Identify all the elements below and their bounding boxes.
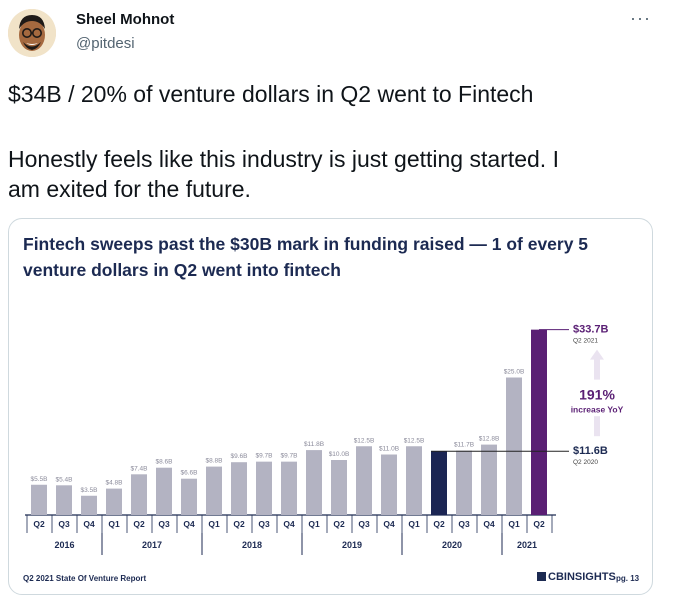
bar-value-label: $4.8B <box>106 480 123 487</box>
top-value-sublabel: Q2 2021 <box>573 338 598 345</box>
bar <box>131 474 147 515</box>
bar <box>506 377 522 515</box>
quarter-tick-label: Q4 <box>383 519 395 529</box>
bar <box>81 495 97 515</box>
attached-image-card[interactable]: Fintech sweeps past the $30B mark in fun… <box>8 218 653 595</box>
bar <box>481 444 497 515</box>
quarter-tick-label: Q4 <box>83 519 95 529</box>
bar <box>431 451 447 515</box>
base-value-label: $11.6B <box>573 445 608 457</box>
bar-value-label: $12.5B <box>354 437 375 444</box>
bar-value-label: $8.8B <box>206 458 223 465</box>
bar-value-label: $9.6B <box>231 453 248 460</box>
bar-value-label: $7.4B <box>131 465 148 472</box>
bar-value-label: $25.0B <box>504 369 525 376</box>
quarter-tick-label: Q1 <box>508 519 520 529</box>
bar <box>31 484 47 515</box>
year-label: 2018 <box>242 540 262 550</box>
bar <box>456 450 472 515</box>
year-label: 2020 <box>442 540 462 550</box>
avatar-illustration <box>8 9 56 57</box>
growth-sub-label: increase YoY <box>571 405 624 415</box>
page-number: pg. 13 <box>616 574 640 583</box>
quarter-tick-label: Q4 <box>283 519 295 529</box>
bar <box>156 467 172 515</box>
growth-arrow-up-icon <box>590 349 604 360</box>
author-handle[interactable]: @pitdesi <box>76 35 135 52</box>
year-label: 2016 <box>54 540 74 550</box>
bar-value-label: $3.5B <box>81 487 98 494</box>
quarter-tick-label: Q4 <box>183 519 195 529</box>
bar-value-label: $5.4B <box>56 476 73 483</box>
tweet-text-line-1: $34B / 20% of venture dollars in Q2 went… <box>8 81 534 107</box>
growth-percent-label: 191% <box>579 387 615 403</box>
quarter-tick-label: Q1 <box>108 519 120 529</box>
bar-value-label: $11.8B <box>304 441 324 448</box>
year-label: 2017 <box>142 540 162 550</box>
year-label: 2019 <box>342 540 362 550</box>
bar <box>381 454 397 515</box>
bar <box>106 488 122 515</box>
chart-title: Fintech sweeps past the $30B mark in fun… <box>23 234 589 280</box>
bar-value-label: $11.7B <box>454 442 474 449</box>
quarter-tick-label: Q3 <box>458 519 470 529</box>
bar <box>356 446 372 515</box>
bar <box>181 478 197 515</box>
bar-value-label: $12.5B <box>404 437 425 444</box>
bar-value-label: $6.6B <box>181 470 198 477</box>
quarter-tick-label: Q3 <box>358 519 370 529</box>
bar-value-label: $11.0B <box>379 446 399 453</box>
fintech-funding-chart: 2016 2017 2018 2019 2020 2021 $5.5B Q2 $5.4B Q3 $3… <box>25 324 624 555</box>
bar-value-label: $9.7B <box>256 453 273 460</box>
bar-value-label: $9.7B <box>281 453 298 460</box>
bar-value-label: $8.6B <box>156 459 173 466</box>
quarter-tick-label: Q2 <box>533 519 545 529</box>
quarter-tick-label: Q2 <box>33 519 45 529</box>
quarter-tick-label: Q2 <box>433 519 445 529</box>
more-horizontal-icon[interactable]: ··· <box>630 8 651 28</box>
cbinsights-logo: CBINSIGHTS <box>537 571 616 583</box>
avatar[interactable] <box>8 9 56 57</box>
bar <box>531 329 547 515</box>
base-value-sublabel: Q2 2020 <box>573 459 598 466</box>
tweet-text-line-3: am exited for the future. <box>8 176 251 202</box>
quarter-tick-label: Q1 <box>408 519 420 529</box>
author-name[interactable]: Sheel Mohnot <box>76 11 175 28</box>
tweet-text-line-2: Honestly feels like this industry is jus… <box>8 146 559 172</box>
bar <box>256 461 272 515</box>
year-label: 2021 <box>517 540 537 550</box>
growth-arrow-shaft-down <box>594 416 600 437</box>
report-name: Q2 2021 State Of Venture Report <box>23 574 147 583</box>
bar <box>331 460 347 515</box>
bar <box>281 461 297 515</box>
quarter-tick-label: Q2 <box>333 519 345 529</box>
cbinsights-logo-text: CBINSIGHTS <box>548 571 616 583</box>
bar <box>206 466 222 515</box>
bar-value-label: $10.0B <box>329 451 350 458</box>
quarter-tick-label: Q2 <box>233 519 245 529</box>
quarter-tick-label: Q3 <box>158 519 170 529</box>
bar <box>306 450 322 515</box>
bar <box>231 462 247 515</box>
growth-arrow-shaft-up <box>594 357 600 380</box>
quarter-tick-label: Q4 <box>483 519 495 529</box>
cbinsights-logo-icon <box>537 572 546 581</box>
bar-value-label: $12.8B <box>479 436 500 443</box>
bar <box>406 446 422 515</box>
quarter-tick-label: Q1 <box>308 519 320 529</box>
bar-value-label: $5.5B <box>31 476 48 483</box>
bar <box>56 485 72 515</box>
quarter-tick-label: Q3 <box>258 519 270 529</box>
quarter-tick-label: Q3 <box>58 519 70 529</box>
quarter-tick-label: Q1 <box>208 519 220 529</box>
quarter-tick-label: Q2 <box>133 519 145 529</box>
top-value-label: $33.7B <box>573 324 609 336</box>
